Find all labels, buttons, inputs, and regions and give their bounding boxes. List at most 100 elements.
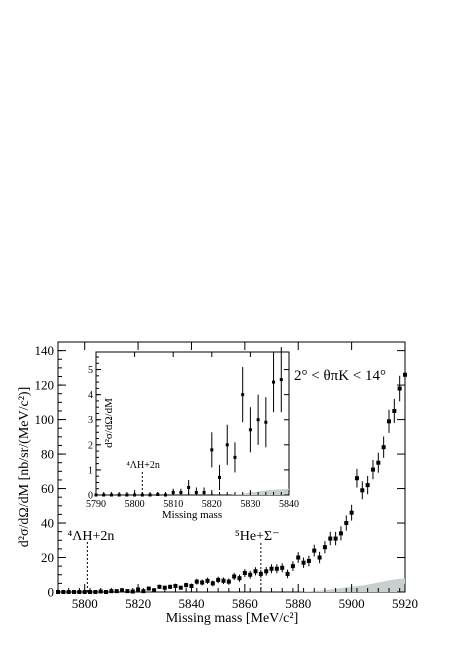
inset-y-tick-label: 1 [88, 465, 93, 476]
inset-data-point [117, 493, 121, 497]
inset-y-axis-label: d²σ/dΩ/dM [103, 398, 115, 448]
main-data-point [77, 590, 82, 594]
main-y-tick-label: 140 [35, 343, 55, 358]
inset-data-point [171, 490, 175, 494]
main-data-point [290, 564, 295, 569]
main-data-point [66, 590, 71, 594]
main-data-point [376, 460, 381, 465]
main-data-point [210, 581, 215, 586]
inset-data-point [256, 418, 260, 422]
main-data-point [216, 577, 221, 582]
main-data-point [344, 521, 349, 526]
main-data-point [104, 590, 109, 594]
inset-data-point [125, 493, 129, 497]
inset-background-band [231, 488, 289, 495]
main-data-point [386, 419, 391, 424]
main-data-point [338, 531, 343, 536]
inset-data-point [179, 490, 183, 494]
main-axis-ticks: 5800 5820 5840 5860 5880 5900 5920020406080100… [35, 341, 418, 611]
inset-data-point [241, 393, 245, 397]
main-x-axis-label: Missing mass [MeV/c²] [166, 611, 299, 626]
inset-data-point [140, 493, 144, 497]
inset-y-tick-label: 4 [88, 390, 93, 401]
main-data-point [258, 571, 263, 576]
main-y-tick-label: 100 [35, 412, 55, 427]
main-data-point [88, 590, 93, 594]
main-y-tick-label: 40 [41, 516, 54, 531]
main-data-point [333, 536, 338, 541]
main-data-point [168, 584, 173, 589]
main-data-point [146, 586, 151, 591]
inset-data-point [272, 380, 276, 384]
main-data-point [365, 483, 370, 488]
main-data-point [349, 510, 354, 515]
main-data-point [264, 569, 269, 574]
inset-annotation-0-label: ⁴ΛH+2n [126, 460, 160, 471]
main-data-point [285, 571, 290, 576]
main-data-point [306, 558, 311, 563]
inset-data-point [225, 443, 229, 447]
main-plot-frame [57, 341, 406, 593]
main-x-tick-label: 5860 [232, 596, 258, 611]
main-data-point [397, 386, 402, 391]
main-data-point [360, 488, 365, 493]
main-data-point [130, 589, 135, 594]
main-data-point [354, 476, 359, 481]
main-data-point [72, 590, 77, 594]
main-data-point [98, 589, 103, 594]
inset-data-point [156, 492, 160, 496]
inset-data-point [109, 493, 113, 497]
main-annotation-0-label: ⁴ΛH+2n [67, 529, 114, 544]
inset-x-axis-label: Missing mass [162, 509, 222, 521]
main-data-point [173, 583, 178, 588]
main-data-point [162, 585, 167, 590]
inset-data-point [133, 493, 137, 497]
main-data-point [221, 578, 226, 583]
inset-data-point [218, 475, 222, 479]
inset-x-tick-label: 5840 [279, 499, 299, 510]
main-data-points [56, 361, 407, 594]
inset-data-point [248, 428, 252, 432]
main-data-point [194, 579, 199, 584]
main-data-point [205, 578, 210, 583]
main-data-point [312, 548, 317, 553]
main-x-tick-label: 5900 [339, 596, 365, 611]
inset-data-point [194, 490, 198, 494]
inset-band-area [231, 488, 289, 495]
main-data-point [226, 579, 231, 584]
main-x-tick-label: 5840 [178, 596, 204, 611]
angle-range-label: 2° < θπK < 14° [294, 368, 386, 384]
main-data-point [253, 569, 258, 574]
main-data-point [237, 576, 242, 581]
inset-data-point [187, 485, 191, 489]
inset-data-point [233, 455, 237, 459]
inset-y-tick-label: 2 [88, 440, 93, 451]
main-data-point [280, 565, 285, 570]
main-data-point [200, 580, 205, 585]
main-data-point [61, 590, 66, 594]
main-data-point [296, 555, 301, 560]
inset-y-tick-label: 5 [88, 365, 93, 376]
main-data-point [157, 584, 162, 589]
main-y-tick-label: 80 [41, 447, 54, 462]
main-data-point [56, 590, 60, 594]
main-data-point [242, 571, 247, 576]
main-data-point [392, 408, 397, 413]
inset-data-points [94, 346, 283, 497]
main-data-point [184, 583, 189, 588]
main-y-tick-label: 60 [41, 481, 54, 496]
main-data-point [370, 467, 375, 472]
main-data-point [109, 589, 114, 594]
main-x-tick-label: 5880 [285, 596, 311, 611]
main-data-point [274, 566, 279, 571]
main-data-point [403, 372, 407, 377]
inset-x-tick-label: 5820 [202, 499, 222, 510]
inset-y-tick-label: 3 [88, 415, 93, 426]
main-y-axis-label: d²σ/dΩ/dM [nb/sr/(MeV/c²)] [17, 387, 32, 548]
main-data-point [381, 445, 386, 450]
main-data-point [82, 590, 87, 594]
main-data-point [152, 588, 157, 593]
main-data-point [328, 536, 333, 541]
main-data-point [301, 560, 306, 565]
